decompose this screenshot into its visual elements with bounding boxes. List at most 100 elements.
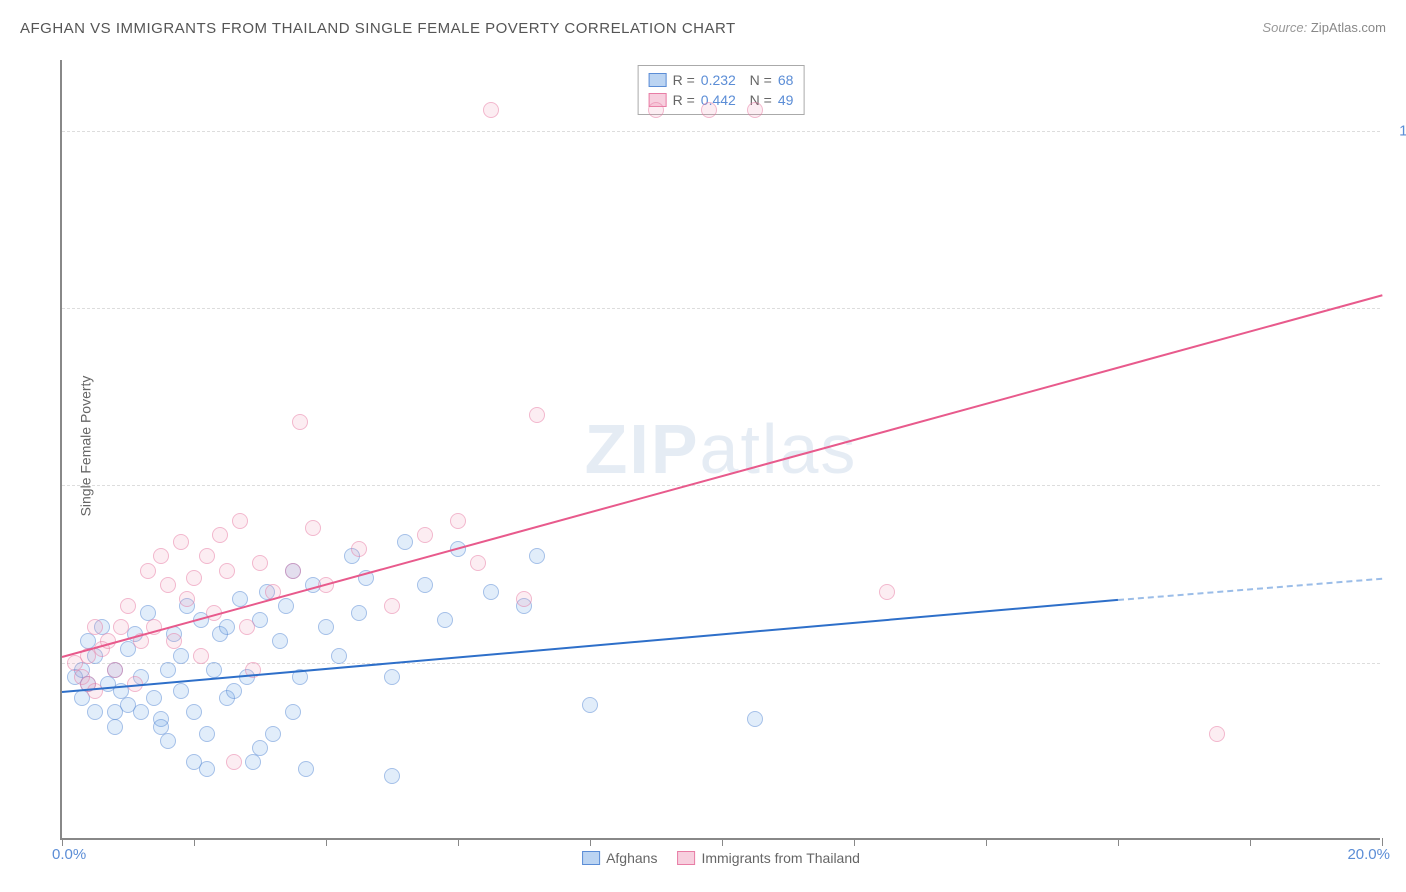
data-point — [1209, 726, 1225, 742]
data-point — [153, 548, 169, 564]
source-label: Source: — [1262, 20, 1307, 35]
data-point — [470, 555, 486, 571]
gridline — [62, 308, 1380, 309]
data-point — [87, 683, 103, 699]
data-point — [318, 619, 334, 635]
data-point — [879, 584, 895, 600]
data-point — [186, 570, 202, 586]
chart-container: AFGHAN VS IMMIGRANTS FROM THAILAND SINGL… — [0, 0, 1406, 892]
data-point — [397, 534, 413, 550]
data-point — [232, 513, 248, 529]
data-point — [199, 761, 215, 777]
x-tick — [1250, 838, 1251, 846]
data-point — [265, 726, 281, 742]
data-point — [107, 662, 123, 678]
data-point — [87, 704, 103, 720]
data-point — [133, 704, 149, 720]
n-label: N = — [742, 72, 772, 88]
data-point — [239, 619, 255, 635]
data-point — [160, 662, 176, 678]
gridline — [62, 663, 1380, 664]
data-point — [252, 740, 268, 756]
data-point — [120, 598, 136, 614]
data-point — [113, 619, 129, 635]
x-tick — [854, 838, 855, 846]
x-min-label: 0.0% — [52, 846, 86, 863]
data-point — [179, 591, 195, 607]
plot-area: ZIPatlas R = 0.232 N = 68 R = 0.442 N = … — [60, 60, 1380, 840]
data-point — [417, 577, 433, 593]
data-point — [298, 761, 314, 777]
data-point — [648, 102, 664, 118]
swatch-blue-icon — [582, 851, 600, 865]
data-point — [173, 683, 189, 699]
source-credit: Source: ZipAtlas.com — [1262, 20, 1386, 35]
data-point — [529, 407, 545, 423]
data-point — [450, 513, 466, 529]
trend-line — [62, 294, 1383, 658]
data-point — [219, 563, 235, 579]
legend-label-2: Immigrants from Thailand — [701, 850, 859, 866]
y-tick-label: 50.0% — [1390, 477, 1406, 494]
data-point — [417, 527, 433, 543]
data-point — [331, 648, 347, 664]
source-name: ZipAtlas.com — [1311, 20, 1386, 35]
watermark-bold: ZIP — [585, 410, 700, 488]
r-value-1: 0.232 — [701, 72, 736, 88]
data-point — [199, 548, 215, 564]
data-point — [384, 598, 400, 614]
data-point — [747, 102, 763, 118]
data-point — [212, 527, 228, 543]
data-point — [219, 619, 235, 635]
data-point — [245, 754, 261, 770]
data-point — [140, 563, 156, 579]
data-point — [160, 733, 176, 749]
data-point — [173, 648, 189, 664]
legend-item-2: Immigrants from Thailand — [677, 850, 859, 866]
data-point — [278, 598, 294, 614]
data-point — [87, 619, 103, 635]
swatch-blue-icon — [649, 73, 667, 87]
data-point — [483, 584, 499, 600]
data-point — [272, 633, 288, 649]
data-point — [252, 555, 268, 571]
x-tick — [326, 838, 327, 846]
data-point — [701, 102, 717, 118]
data-point — [292, 414, 308, 430]
r-label-2: R = — [673, 92, 695, 108]
data-point — [582, 697, 598, 713]
data-point — [186, 704, 202, 720]
data-point — [226, 754, 242, 770]
data-point — [384, 768, 400, 784]
gridline — [62, 131, 1380, 132]
n-value-2: 49 — [778, 92, 794, 108]
y-tick-label: 75.0% — [1390, 300, 1406, 317]
x-tick — [194, 838, 195, 846]
data-point — [384, 669, 400, 685]
data-point — [285, 563, 301, 579]
n-value-1: 68 — [778, 72, 794, 88]
data-point — [747, 711, 763, 727]
data-point — [305, 520, 321, 536]
data-point — [285, 704, 301, 720]
data-point — [226, 683, 242, 699]
data-point — [107, 719, 123, 735]
legend-series: Afghans Immigrants from Thailand — [582, 850, 860, 866]
data-point — [529, 548, 545, 564]
x-tick — [590, 838, 591, 846]
legend-item-1: Afghans — [582, 850, 657, 866]
data-point — [351, 541, 367, 557]
legend-row-1: R = 0.232 N = 68 — [649, 70, 794, 90]
data-point — [351, 605, 367, 621]
x-tick — [62, 838, 63, 846]
data-point — [483, 102, 499, 118]
legend-label-1: Afghans — [606, 850, 657, 866]
chart-title: AFGHAN VS IMMIGRANTS FROM THAILAND SINGL… — [20, 20, 736, 37]
x-max-label: 20.0% — [1347, 846, 1390, 863]
legend-row-2: R = 0.442 N = 49 — [649, 90, 794, 110]
x-tick — [1382, 838, 1383, 846]
r-label: R = — [673, 72, 695, 88]
data-point — [437, 612, 453, 628]
y-tick-label: 25.0% — [1390, 654, 1406, 671]
data-point — [199, 726, 215, 742]
